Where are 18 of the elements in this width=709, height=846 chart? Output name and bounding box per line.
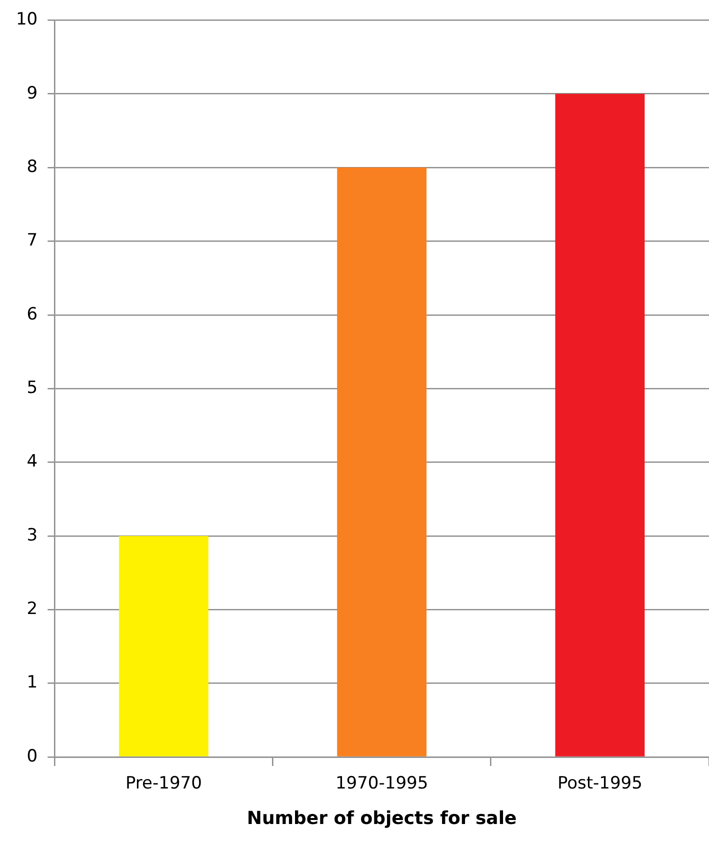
- y-tick-label: 3: [26, 525, 38, 546]
- x-axis-title: Number of objects for sale: [246, 808, 517, 829]
- y-tick-label: 8: [26, 156, 38, 177]
- y-tick-label: 6: [26, 304, 38, 324]
- y-tick-label: 9: [26, 83, 38, 104]
- x-tick-label: 1970-1995: [335, 774, 428, 794]
- y-tick-label: 4: [26, 452, 38, 472]
- y-tick-label: 10: [16, 10, 38, 30]
- x-tick-label: Post-1995: [557, 774, 642, 794]
- bar: [118, 536, 208, 756]
- y-tick-label: 5: [26, 378, 38, 398]
- x-tick-label: Pre-1970: [125, 774, 202, 794]
- y-tick-label: 1: [26, 672, 38, 693]
- bar: [555, 94, 645, 756]
- bar: [337, 168, 427, 756]
- y-tick-label: 2: [26, 599, 38, 620]
- y-tick-label: 0: [26, 746, 38, 766]
- y-tick-label: 7: [26, 230, 38, 251]
